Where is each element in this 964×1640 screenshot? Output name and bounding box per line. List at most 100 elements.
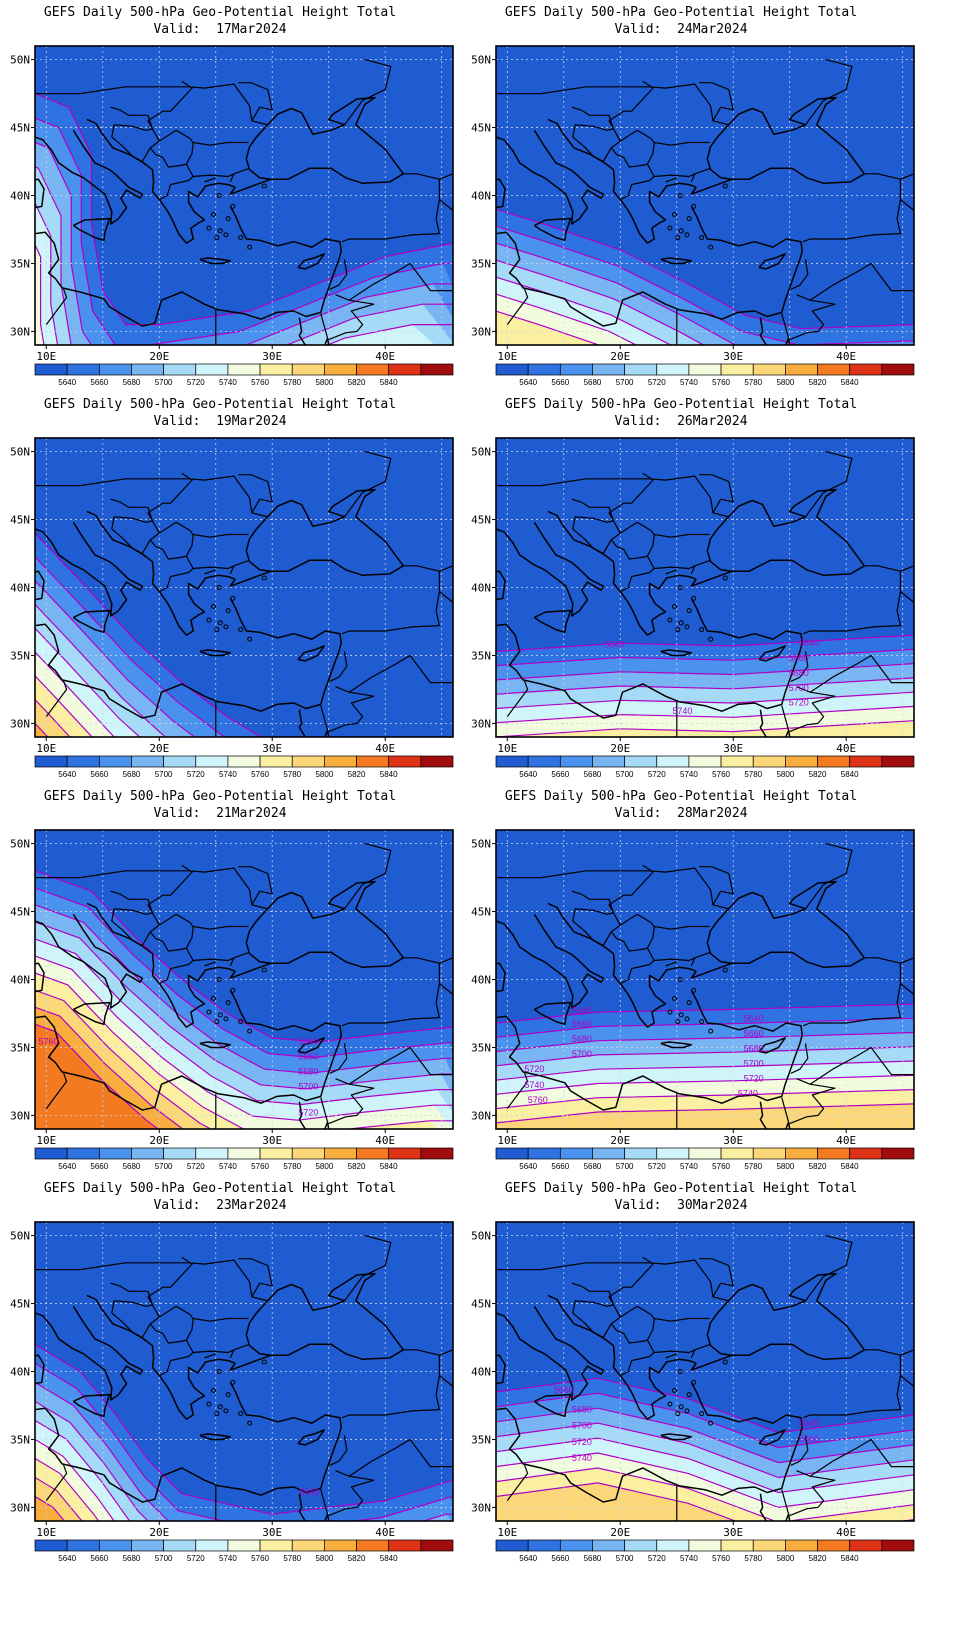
panel-valid-date: Valid: 21Mar2024: [153, 806, 287, 821]
colorbar-label: 5720: [187, 1162, 205, 1171]
lat-label: 45N: [10, 906, 30, 919]
colorbar-swatch: [195, 363, 229, 376]
coastline: [35, 178, 45, 209]
height-contour: [35, 141, 453, 345]
colorbar-swatch: [291, 755, 325, 768]
coastline: [533, 217, 572, 242]
island: [225, 1000, 231, 1006]
country-border: [646, 926, 655, 949]
island: [230, 595, 236, 601]
island: [678, 228, 684, 234]
colorbar-swatch: [592, 1147, 625, 1160]
lat-label: 50N: [471, 54, 491, 67]
colorbar-swatch: [720, 755, 754, 768]
height-contour: [35, 955, 453, 1121]
colorbar-label: 5820: [809, 770, 827, 779]
colorbar-label: 5680: [584, 770, 602, 779]
lon-label: 10E: [36, 1526, 56, 1539]
height-contour: [35, 201, 453, 345]
colorbar-swatch: [881, 755, 915, 768]
island: [678, 1012, 684, 1018]
colorbar-swatch: [817, 363, 851, 376]
country-border: [342, 173, 440, 243]
colorbar: 5640 5660 5680 5700 5720 5740 5760 5780 5800 5820…: [495, 755, 915, 779]
colorbar-swatch: [131, 1147, 164, 1160]
lon-label: 10E: [36, 1134, 56, 1147]
height-contour: [35, 972, 453, 1129]
lon-label: 30E: [723, 1526, 743, 1539]
colorbar-swatch: [559, 1539, 593, 1552]
colorbar-label: 5760: [712, 770, 730, 779]
colorbar-label: 5640: [58, 1162, 76, 1171]
country-border: [496, 475, 729, 518]
country-border: [803, 173, 901, 243]
colorbar-label: 5740: [219, 770, 237, 779]
colorbar-swatch: [195, 1147, 229, 1160]
colorbar-swatch: [163, 1539, 197, 1552]
country-border: [805, 843, 853, 910]
coastline: [326, 338, 330, 345]
coastline: [35, 1354, 45, 1385]
island: [247, 1028, 253, 1034]
height-contour: [35, 603, 167, 737]
lon-label: 20E: [149, 1134, 169, 1147]
country-border: [328, 1475, 375, 1517]
colorbar-label: 5840: [380, 770, 398, 779]
colorbar-swatch: [259, 1539, 293, 1552]
colorbar-swatch: [195, 755, 229, 768]
coastline: [660, 257, 693, 265]
island: [210, 604, 216, 610]
country-border: [45, 1463, 68, 1501]
country-border: [608, 472, 710, 538]
country-border: [690, 173, 696, 183]
height-contour: [35, 1438, 115, 1521]
island: [684, 232, 690, 238]
colorbar-swatch: [227, 1147, 261, 1160]
island: [225, 216, 231, 222]
colorbar-label: 5700: [616, 378, 634, 387]
island: [671, 996, 677, 1002]
colorbar: 5640 5660 5680 5700 5720 5740 5760 5780 5800 5820…: [495, 1539, 915, 1563]
island: [708, 636, 714, 642]
colorbar-swatch: [66, 1147, 100, 1160]
lon-label: 40E: [375, 1134, 395, 1147]
country-border: [832, 262, 914, 292]
colorbar: 5640 5660 5680 5700 5720 5740 5760 5780 5800 5820…: [34, 1147, 454, 1171]
height-contour: [496, 677, 914, 695]
map-svg: 5660 5680 5700 5720 5740 5640 5660 50N 45N 40N 35N…: [471, 1221, 915, 1563]
country-border: [506, 1463, 529, 1501]
contour-label: 5700: [572, 1421, 592, 1431]
contour-label: 5700: [298, 1082, 318, 1092]
country-border: [320, 1489, 329, 1515]
colorbar-label: 5700: [616, 770, 634, 779]
colorbar-swatch: [420, 755, 454, 768]
colorbar-swatch: [559, 755, 593, 768]
contour-label: 5760: [39, 1037, 59, 1047]
colorbar-label: 5740: [680, 1162, 698, 1171]
lon-label: 20E: [610, 1134, 630, 1147]
colorbar-swatch: [559, 1147, 593, 1160]
country-border: [147, 1256, 249, 1322]
coastline: [496, 1382, 803, 1503]
island: [217, 228, 223, 234]
island: [722, 967, 728, 973]
island: [261, 183, 267, 189]
lat-label: 40N: [471, 974, 491, 987]
country-border: [111, 908, 160, 947]
height-contour: [496, 1074, 914, 1095]
contour-label: 5680: [572, 1404, 592, 1414]
height-contour: [496, 310, 601, 345]
coastline: [660, 649, 693, 657]
country-border: [796, 1460, 834, 1477]
colorbar-swatch: [291, 1539, 325, 1552]
country-border: [699, 866, 734, 906]
coastline: [759, 709, 790, 737]
colorbar-label: 5720: [648, 1162, 666, 1171]
contour-label: 5760: [528, 1095, 548, 1105]
country-border: [665, 1353, 678, 1359]
country-border: [45, 287, 68, 325]
colorbar-label: 5720: [648, 1554, 666, 1563]
contour-label: 5680: [744, 1044, 764, 1054]
colorbar-swatch: [98, 1539, 132, 1552]
